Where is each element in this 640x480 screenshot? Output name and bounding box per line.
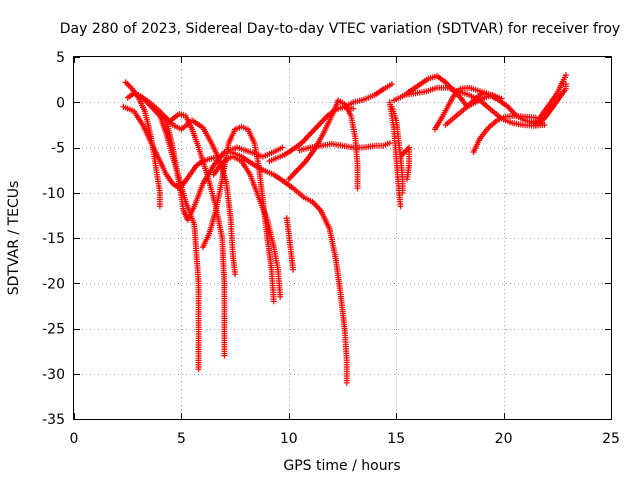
x-tick-label: 10 xyxy=(280,431,298,447)
x-tick-label: 15 xyxy=(387,431,405,447)
y-tick-label: -5 xyxy=(51,141,65,157)
plus-markers xyxy=(397,144,413,183)
data-marks xyxy=(120,72,569,386)
plus-markers xyxy=(431,84,498,133)
plus-markers xyxy=(386,99,404,210)
series-arc-13 xyxy=(296,140,393,154)
plus-markers xyxy=(403,73,546,127)
series-arc-8 xyxy=(210,153,284,300)
x-tick-label: 20 xyxy=(495,431,513,447)
series-arc-19 xyxy=(403,73,546,127)
series-arc-11 xyxy=(227,149,350,386)
axis-ticks: 0 5 10 15 20 25 5 0 -5 -10 -15 -20 -25 -30 -35 xyxy=(42,50,620,447)
series-arc-17 xyxy=(397,144,413,183)
plus-markers xyxy=(528,72,569,127)
series-arc-24 xyxy=(532,81,569,128)
plus-markers xyxy=(341,81,395,110)
y-tick-label: 0 xyxy=(56,95,65,111)
x-tick-label: 5 xyxy=(177,431,186,447)
series-arc-10 xyxy=(283,215,297,273)
series-arc-16 xyxy=(386,99,404,210)
y-tick-label: -15 xyxy=(42,231,65,247)
plus-markers xyxy=(442,92,505,128)
plus-markers xyxy=(532,81,569,128)
plus-markers xyxy=(470,112,539,155)
y-tick-label: -35 xyxy=(42,412,65,428)
plus-markers xyxy=(227,149,350,386)
plot-frame xyxy=(73,56,612,420)
series-arc-20 xyxy=(431,84,498,133)
series-arc-14 xyxy=(341,81,395,110)
x-axis-label: GPS time / hours xyxy=(283,458,400,474)
y-tick-label: 5 xyxy=(56,50,65,66)
y-axis-label: SDTVAR / TECUs xyxy=(6,181,22,296)
y-tick-label: -20 xyxy=(42,276,65,292)
y-tick-label: -10 xyxy=(42,186,65,202)
plus-markers xyxy=(296,140,393,154)
x-tick-label: 0 xyxy=(70,431,79,447)
y-tick-label: -25 xyxy=(42,322,65,338)
chart-title: Day 280 of 2023, Sidereal Day-to-day VTE… xyxy=(60,21,620,37)
series-arc-21 xyxy=(442,92,505,128)
series-arc-23 xyxy=(528,72,569,127)
x-tick-label: 25 xyxy=(602,431,620,447)
plus-markers xyxy=(210,153,284,300)
series-arc-22 xyxy=(470,112,539,155)
y-tick-label: -30 xyxy=(42,367,65,383)
plus-markers xyxy=(283,215,297,273)
